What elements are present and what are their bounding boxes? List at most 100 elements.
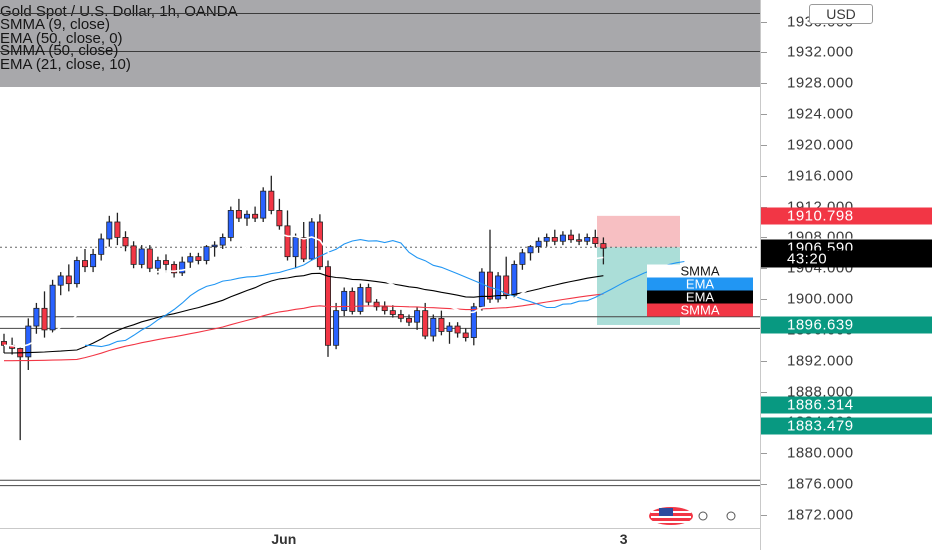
price-tick-mark [761,114,767,116]
candle-body [519,252,526,265]
candle [454,322,461,338]
price-label: 43:20 [761,250,932,268]
candle-body [65,275,72,285]
candle-body [25,325,32,358]
candle [171,261,178,278]
candle [268,175,275,215]
legend-item-ema50[interactable]: EMA (50, close, 0) [0,30,123,47]
candle-body [462,332,469,339]
candle [308,218,315,261]
smma-tag: SMMA [647,303,753,317]
candle [114,212,121,246]
candle-body [576,239,583,242]
candle [333,302,340,350]
candle-body [106,221,113,240]
candle-body [284,225,291,258]
price-label: 1896.639 [761,316,932,334]
candle [462,328,469,342]
candle-body [82,260,89,268]
candle [0,333,7,354]
price-tick-label: 1876.000 [787,475,854,493]
candle-body [495,275,502,300]
candle-body [389,310,396,315]
legend-item-smma50[interactable]: SMMA (50, close) [0,42,119,59]
price-label: 1883.479 [761,417,932,435]
candle-body [568,234,575,241]
candle [478,268,485,311]
candle-body [130,245,137,265]
candle-body [414,310,421,323]
candle [235,198,242,222]
candle-body [243,213,250,219]
price-tick-label: 1924.000 [787,105,854,123]
candle-body [308,221,315,260]
candle [389,305,396,318]
candle-body [592,237,599,244]
price-axis[interactable]: 1936.0001932.0001928.0001924.0001920.000… [760,0,932,550]
price-tick-mark [761,52,767,54]
candle-body [470,306,477,339]
currency-label[interactable]: USD [809,4,873,24]
candle-body [73,260,80,285]
candle-body [162,260,169,265]
candle-body [446,325,453,332]
legend-separator [0,51,760,52]
price-tick-mark [761,21,767,23]
chart-area[interactable]: Gold Spot / U.S. Dollar, 1h, OANDA SMMA … [0,0,760,528]
price-tick-label: 1888.000 [787,383,854,401]
ema-tag: EMA [647,290,753,304]
candle [568,229,575,243]
smma50-line [4,293,604,362]
candle-body [559,234,566,242]
legend-item-smma9[interactable]: SMMA (9, close) [0,16,111,33]
legend-item-ema21[interactable]: EMA (21, close, 10) [0,56,131,73]
candle [511,260,518,300]
candle-body [41,307,48,331]
price-tick-label: 1916.000 [787,167,854,185]
indicator-legend: Gold Spot / U.S. Dollar, 1h, OANDA SMMA … [0,0,760,87]
candle-body [357,287,364,312]
candle-body [195,256,202,261]
candle-body [114,221,121,238]
candle-body [171,263,178,274]
candle [584,233,591,246]
candle-body [584,237,591,242]
candle-body [349,290,356,312]
candle [162,254,169,273]
candle [211,241,218,257]
price-tick-mark [761,453,767,455]
candle [130,241,137,269]
candle-body [316,221,323,268]
candle-body [179,261,186,274]
candle [252,206,259,222]
price-tick-label: 1900.000 [787,290,854,308]
candle-body [90,253,97,268]
candle-body [430,317,437,337]
candle [90,248,97,273]
candle [146,245,153,273]
candle [381,301,388,315]
candle [49,279,56,334]
price-tick-label: 1928.000 [787,74,854,92]
economic-events-badge[interactable] [647,506,739,526]
candle-body [454,325,461,334]
price-label: 1910.798 [761,207,932,225]
candle-body [422,310,429,337]
candle-body [227,210,234,238]
candle [57,272,64,296]
candle-body [122,237,129,247]
candle [276,198,283,230]
candle [430,314,437,342]
candle-body [98,238,105,255]
candle-body [276,210,283,227]
ema-tag: EMA [647,277,753,291]
candle [592,229,599,248]
legend-title[interactable]: Gold Spot / U.S. Dollar, 1h, OANDA [0,3,238,20]
candle [122,231,129,252]
time-axis[interactable]: Jun 3 [0,528,760,551]
price-tick-mark [761,514,767,516]
price-tick-mark [761,83,767,85]
candle [65,264,72,292]
candle [219,233,226,249]
smma9-line [3,232,604,348]
